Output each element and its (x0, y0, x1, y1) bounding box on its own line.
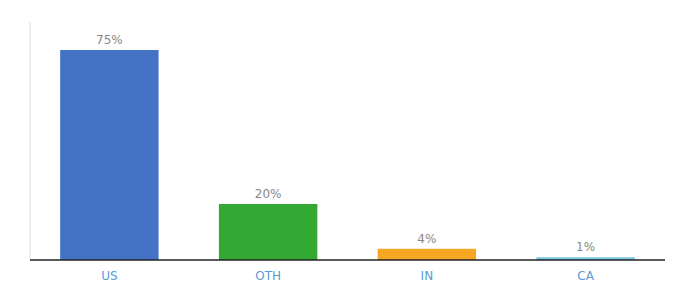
bar (378, 249, 476, 260)
chart-svg: 75% 20% 4% 1% US OTH IN CA (0, 0, 680, 300)
bars (60, 50, 635, 260)
x-axis-line (30, 259, 665, 261)
x-tick-label: US (101, 269, 117, 283)
x-tick-label: IN (421, 269, 434, 283)
data-label: 20% (255, 187, 282, 201)
bar (219, 204, 317, 260)
x-tick-label: OTH (255, 269, 281, 283)
bar (60, 50, 158, 260)
data-label: 1% (576, 240, 595, 254)
chart-container: 75% 20% 4% 1% US OTH IN CA (0, 0, 680, 300)
data-label: 75% (96, 33, 123, 47)
y-axis-line (30, 22, 31, 260)
data-label: 4% (417, 232, 436, 246)
x-tick-label: CA (577, 269, 594, 283)
